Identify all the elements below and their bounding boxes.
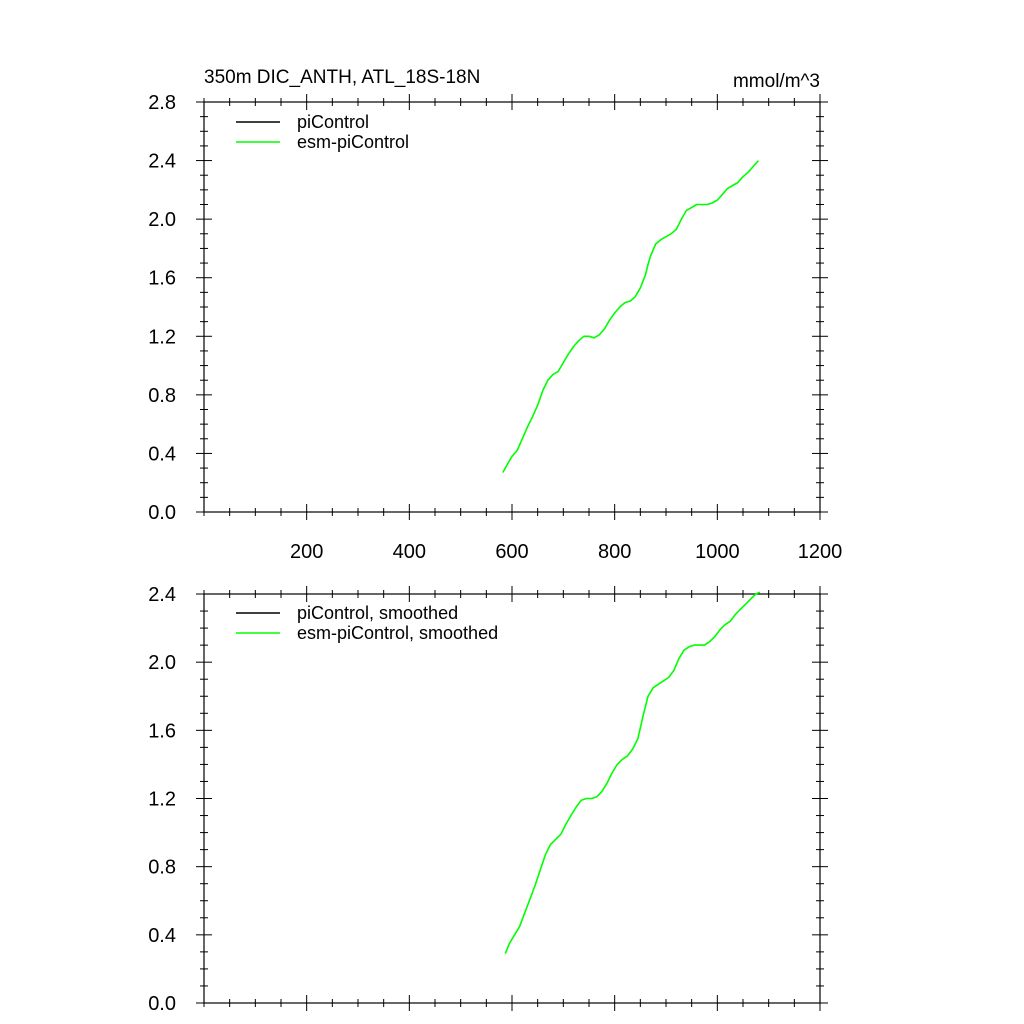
y-tick-label: 1.6 xyxy=(148,268,176,290)
y-tick-label: 2.0 xyxy=(148,652,176,674)
y-tick-label: 1.6 xyxy=(148,720,176,742)
y-tick-label: 1.2 xyxy=(148,326,176,348)
x-tick-label: 400 xyxy=(393,541,426,563)
legend-label: esm-piControl xyxy=(297,132,409,152)
series-line-esm-picontrol xyxy=(502,160,760,473)
bottom-panel: 0.0 0.4 0.8 1.2 1.6 2.0 2.4 piControl, smoothed… xyxy=(148,584,828,1015)
y-tick-label: 2.4 xyxy=(148,584,176,606)
x-tick-label: 800 xyxy=(598,541,631,563)
y-tick-label: 1.2 xyxy=(148,789,176,811)
x-tick-label: 200 xyxy=(290,541,323,563)
y-tick-label: 0.0 xyxy=(148,502,176,524)
y-tick-label: 0.8 xyxy=(148,385,176,407)
y-tick-label: 2.0 xyxy=(148,209,176,231)
legend-label: esm-piControl, smoothed xyxy=(297,623,498,643)
y-tick-label: 2.8 xyxy=(148,92,176,114)
y-tick-label: 0.4 xyxy=(148,925,176,947)
y-tick-label: 0.4 xyxy=(148,443,176,465)
figure-units: mmol/m^3 xyxy=(733,71,820,92)
x-tick-label: 1000 xyxy=(695,541,740,563)
plot-frame xyxy=(203,101,821,513)
x-tick-label: 600 xyxy=(495,541,528,563)
y-tick-label: 0.0 xyxy=(148,993,176,1015)
y-tick-label: 2.4 xyxy=(148,151,176,173)
figure-title: 350m DIC_ANTH, ATL_18S-18N xyxy=(204,67,480,88)
series-line-esm-picontrol-smoothed xyxy=(504,591,761,954)
plot-frame xyxy=(203,593,821,1004)
legend-label: piControl, smoothed xyxy=(297,603,458,623)
legend-label: piControl xyxy=(297,112,369,132)
y-tick-label: 0.8 xyxy=(148,857,176,879)
x-tick-label: 1200 xyxy=(798,541,843,563)
top-panel: 200 400 600 800 1000 1200 0.0 0.4 0.8 1.2 1.6 2.0 2.… xyxy=(148,92,842,563)
